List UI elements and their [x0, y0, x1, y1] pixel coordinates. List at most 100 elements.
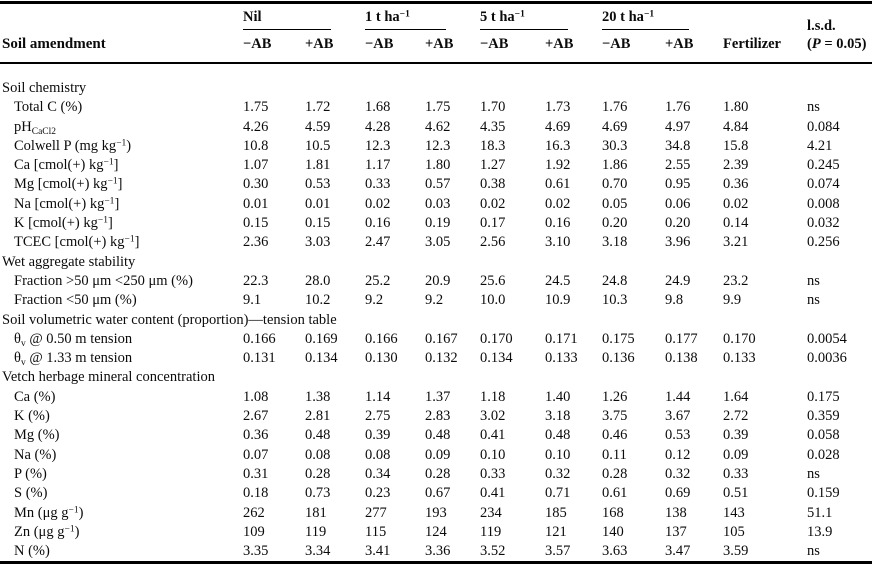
- cell-value: 4.62: [425, 118, 451, 135]
- cell-value: 115: [365, 523, 387, 540]
- row-label: Total C (%): [14, 99, 83, 116]
- column-header-ab: −AB: [359, 30, 419, 64]
- cell-value: ns: [807, 543, 820, 560]
- column-group-0: Nil: [237, 3, 359, 30]
- cell-value: 2.75: [365, 408, 391, 425]
- cell-value: 0.39: [723, 427, 749, 444]
- cell-value: 1.27: [480, 157, 506, 174]
- table-row: Zn (μg g−1) 109 119 115 124 119 121 140 137 105 13…: [0, 523, 872, 542]
- cell-value: 51.1: [807, 504, 833, 521]
- table-row: Na (%) 0.07 0.08 0.08 0.09 0.10 0.10 0.11 0.12 0.…: [0, 446, 872, 465]
- cell-value: 0.19: [425, 215, 451, 232]
- cell-value: 119: [305, 523, 327, 540]
- cell-value: 2.81: [305, 408, 331, 425]
- row-label: TCEC [cmol(+) kg−1]: [14, 234, 140, 251]
- cell-value: 9.9: [723, 292, 742, 309]
- cell-value: 0.38: [480, 176, 506, 193]
- cell-value: 0.30: [243, 176, 269, 193]
- cell-value: 3.34: [305, 543, 331, 560]
- cell-value: ns: [807, 99, 820, 116]
- cell-value: 24.5: [545, 272, 571, 289]
- cell-value: 0.16: [545, 215, 571, 232]
- column-header-ab: −AB: [237, 30, 299, 64]
- cell-value: 1.14: [365, 388, 391, 405]
- row-label: Mn (μg g−1): [14, 504, 84, 521]
- group-header-row: Soil amendment Nil 1 t ha−1 5 t ha−1 20 t h…: [0, 2, 872, 64]
- cell-value: 1.40: [545, 388, 571, 405]
- cell-value: 0.169: [305, 330, 338, 347]
- cell-value: 1.17: [365, 157, 391, 174]
- table-row: Ca [cmol(+) kg−1] 1.07 1.81 1.17 1.80 1.27 1.9…: [0, 156, 872, 175]
- cell-value: 234: [480, 504, 502, 521]
- cell-value: 0.02: [480, 195, 506, 212]
- cell-value: 0.134: [305, 350, 338, 367]
- cell-value: 0.08: [305, 446, 331, 463]
- row-label: θv @ 0.50 m tension: [14, 330, 133, 349]
- cell-value: 15.8: [723, 137, 749, 154]
- cell-value: 1.76: [665, 99, 691, 116]
- cell-value: 0.06: [665, 195, 691, 212]
- cell-value: 185: [545, 504, 567, 521]
- cell-value: 0.46: [602, 427, 628, 444]
- cell-value: 1.73: [545, 99, 571, 116]
- cell-value: 0.133: [545, 350, 578, 367]
- cell-value: 0.33: [723, 465, 749, 482]
- cell-value: ns: [807, 292, 820, 309]
- section-label: Soil chemistry: [2, 80, 87, 96]
- table-row: θv @ 1.33 m tension 0.131 0.134 0.130 0.132 0…: [0, 349, 872, 368]
- cell-value: 1.38: [305, 388, 331, 405]
- column-group-label: Nil: [243, 9, 331, 30]
- column-group-label: 1 t ha−1: [365, 9, 447, 30]
- cell-value: 3.10: [545, 234, 571, 251]
- cell-value: 22.3: [243, 272, 269, 289]
- cell-value: 3.47: [665, 543, 691, 560]
- cell-value: 0.36: [243, 427, 269, 444]
- row-label: Mg (%): [14, 427, 60, 444]
- cell-value: 3.05: [425, 234, 451, 251]
- cell-value: 1.81: [305, 157, 331, 174]
- cell-value: 0.170: [723, 330, 756, 347]
- row-label: Mg [cmol(+) kg−1]: [14, 176, 123, 193]
- table-body: Soil chemistry Total C (%) 1.75 1.72 1.68 1.7…: [0, 63, 872, 563]
- row-label: Ca (%): [14, 388, 56, 405]
- cell-value: 0.01: [243, 195, 269, 212]
- cell-value: 0.16: [365, 215, 391, 232]
- cell-value: 0.95: [665, 176, 691, 193]
- cell-value: 12.3: [425, 137, 451, 154]
- cell-value: 262: [243, 504, 265, 521]
- cell-value: 1.68: [365, 99, 391, 116]
- cell-value: 0.61: [545, 176, 571, 193]
- cell-value: 1.64: [723, 388, 749, 405]
- column-header-ab: −AB: [474, 30, 540, 64]
- cell-value: 4.21: [807, 137, 833, 154]
- cell-value: 0.11: [602, 446, 627, 463]
- row-label: K [cmol(+) kg−1]: [14, 215, 113, 232]
- cell-value: 0.03: [425, 195, 451, 212]
- cell-value: 4.59: [305, 118, 331, 135]
- cell-value: 1.37: [425, 388, 451, 405]
- cell-value: 24.9: [665, 272, 691, 289]
- table-row: Na [cmol(+) kg−1] 0.01 0.01 0.02 0.03 0.02 0.0…: [0, 195, 872, 214]
- cell-value: 0.51: [723, 485, 749, 502]
- cell-value: 0.33: [480, 465, 506, 482]
- cell-value: 0.028: [807, 446, 840, 463]
- cell-value: 0.70: [602, 176, 628, 193]
- cell-value: 1.26: [602, 388, 628, 405]
- section-row: Wet aggregate stability: [0, 253, 872, 272]
- lsd-p-value: (P = 0.05): [807, 36, 867, 52]
- cell-value: 2.72: [723, 408, 749, 425]
- cell-value: 0.39: [365, 427, 391, 444]
- cell-value: 0.71: [545, 485, 571, 502]
- cell-value: 1.92: [545, 157, 571, 174]
- cell-value: 2.47: [365, 234, 391, 251]
- cell-value: 10.9: [545, 292, 571, 309]
- table-row: θv @ 0.50 m tension 0.166 0.169 0.166 0.167 0…: [0, 330, 872, 349]
- cell-value: 181: [305, 504, 327, 521]
- cell-value: 119: [480, 523, 502, 540]
- cell-value: 18.3: [480, 137, 506, 154]
- cell-value: 4.26: [243, 118, 269, 135]
- cell-value: 0.359: [807, 408, 840, 425]
- cell-value: 0.058: [807, 427, 840, 444]
- cell-value: 3.36: [425, 543, 451, 560]
- cell-value: 138: [665, 504, 687, 521]
